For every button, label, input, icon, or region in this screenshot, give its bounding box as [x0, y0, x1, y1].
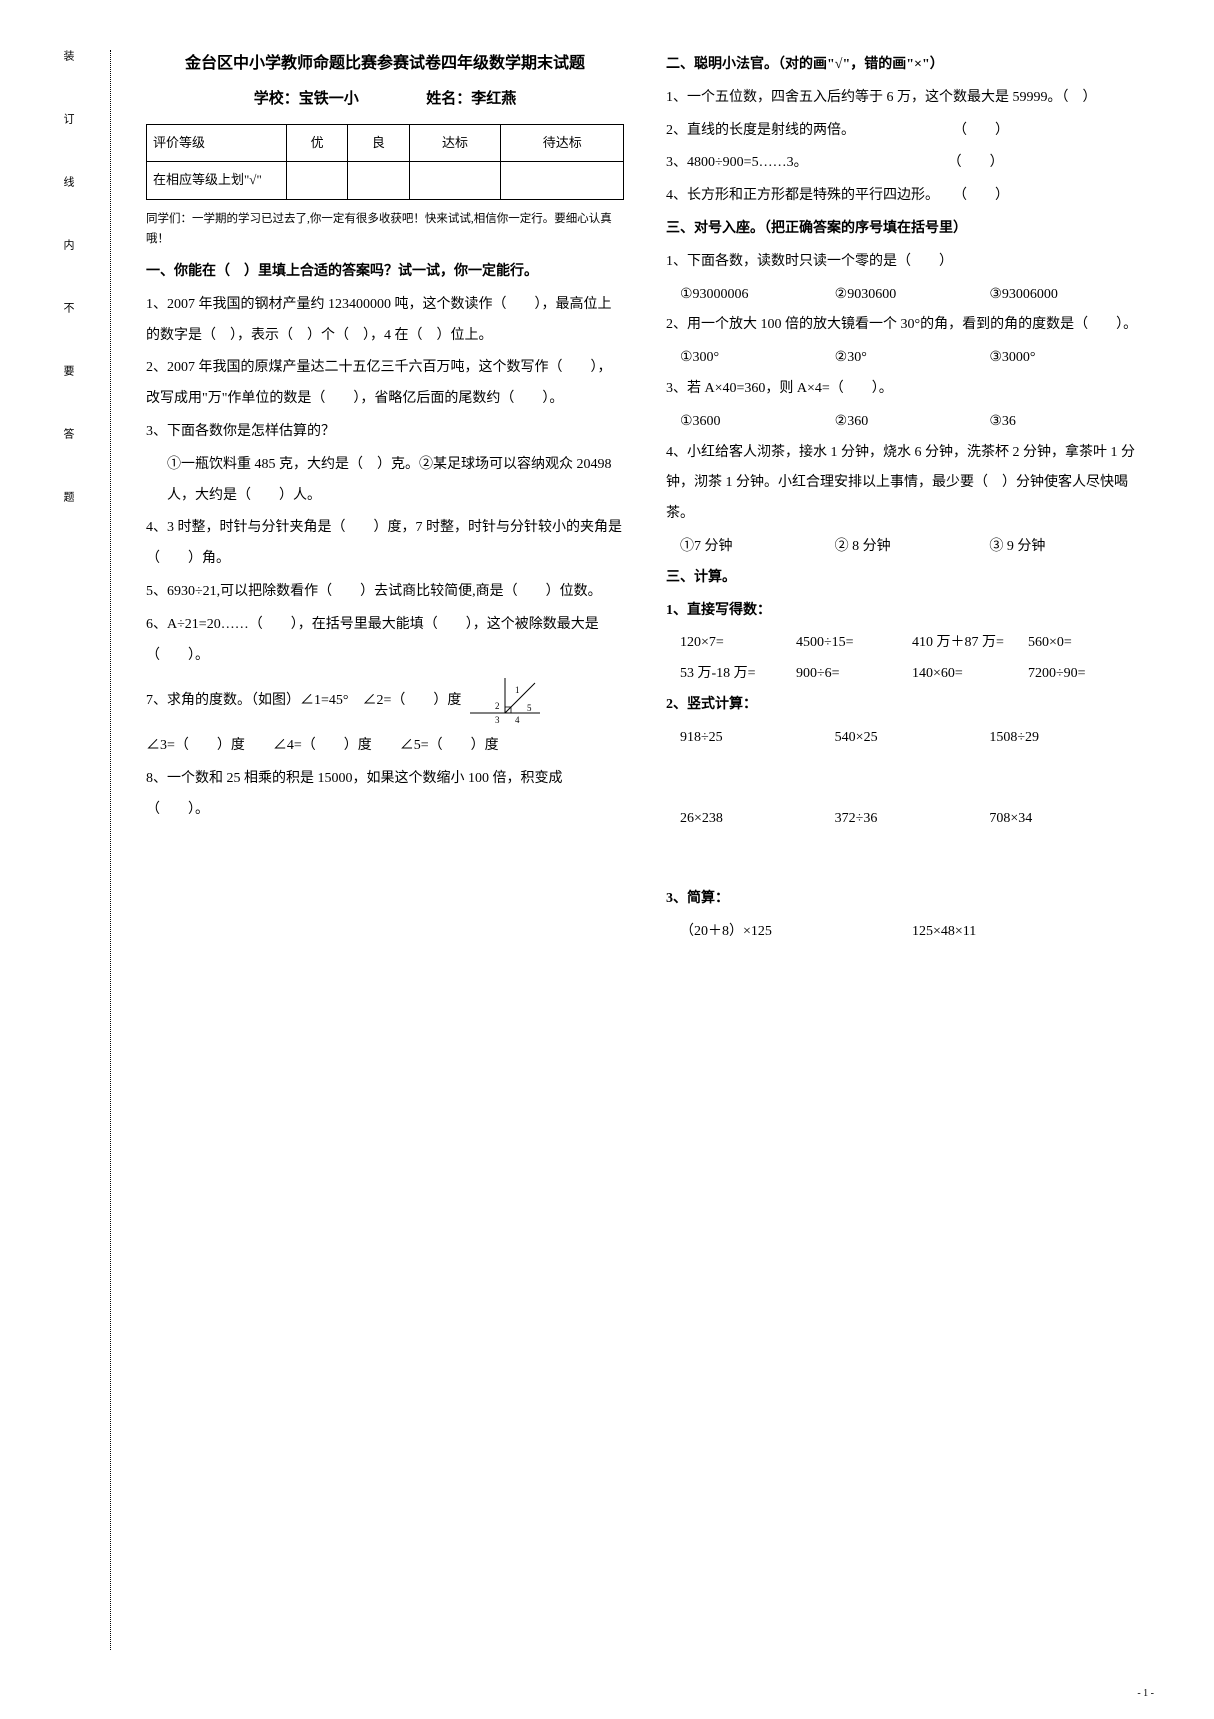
opt: ①93000006 — [680, 280, 835, 311]
svg-text:3: 3 — [495, 715, 500, 725]
calc: （20＋8）×125 — [680, 917, 912, 948]
calc: 7200÷90= — [1028, 659, 1144, 690]
judge-4: 4、长方形和正方形都是特殊的平行四边形。 （ ） — [666, 181, 1144, 212]
calc1-title: 1、直接写得数： — [666, 596, 1144, 627]
cell: 在相应等级上划"√" — [147, 162, 287, 200]
judge-1: 1、一个五位数，四舍五入后约等于 6 万，这个数最大是 59999。（ ） — [666, 83, 1144, 114]
calc: 4500÷15= — [796, 628, 912, 659]
calc: 26×238 — [680, 804, 835, 835]
opt: ③93006000 — [989, 280, 1144, 311]
section-calc-title: 三、计算。 — [666, 563, 1144, 594]
select-4-options: ①7 分钟 ② 8 分钟 ③ 9 分钟 — [666, 532, 1144, 563]
cell: 优 — [287, 124, 348, 162]
question-6: 6、A÷21=20……（ ），在括号里最大能填（ ），这个被除数最大是（ ）。 — [146, 610, 624, 672]
question-3-sub: ①一瓶饮料重 485 克，大约是（ ）克。②某足球场可以容纳观众 20498 人… — [146, 450, 624, 512]
question-7b: ∠3=（ ）度 ∠4=（ ）度 ∠5=（ ）度 — [146, 731, 624, 762]
exam-title: 金台区中小学教师命题比赛参赛试卷四年级数学期末试题 — [146, 50, 624, 79]
calc-row-1: 120×7= 4500÷15= 410 万＋87 万= 560×0= — [666, 628, 1144, 659]
svg-text:4: 4 — [515, 715, 520, 725]
cell: 待达标 — [501, 124, 624, 162]
select-1: 1、下面各数，读数时只读一个零的是（ ） — [666, 247, 1144, 278]
question-3: 3、下面各数你是怎样估算的？ — [146, 417, 624, 448]
vertical-row-2: 26×238 372÷36 708×34 — [666, 804, 1144, 835]
calc: 900÷6= — [796, 659, 912, 690]
intro-text: 同学们：一学期的学习已过去了,你一定有很多收获吧！快来试试,相信你一定行。要细心… — [146, 210, 624, 249]
calc: 560×0= — [1028, 628, 1144, 659]
opt: ③36 — [989, 407, 1144, 438]
right-column: 二、聪明小法官。（对的画"√"，错的画"×"） 1、一个五位数，四舍五入后约等于… — [650, 50, 1160, 1650]
calc3-title: 3、简算： — [666, 884, 1144, 915]
cell: 评价等级 — [147, 124, 287, 162]
opt: ③3000° — [989, 343, 1144, 374]
select-3: 3、若 A×40=360，则 A×4=（ ）。 — [666, 374, 1144, 405]
cell: 达标 — [409, 124, 501, 162]
angle-diagram: 1 2 3 4 5 — [465, 673, 543, 729]
select-1-options: ①93000006 ②9030600 ③93006000 — [666, 280, 1144, 311]
calc: 708×34 — [989, 804, 1144, 835]
calc: 53 万-18 万= — [680, 659, 796, 690]
select-3-options: ①3600 ②360 ③36 — [666, 407, 1144, 438]
opt: ①300° — [680, 343, 835, 374]
evaluation-table: 评价等级 优 良 达标 待达标 在相应等级上划"√" — [146, 124, 624, 200]
name-label: 姓名：李红燕 — [426, 91, 516, 107]
cell — [348, 162, 409, 200]
cell — [501, 162, 624, 200]
svg-text:2: 2 — [495, 701, 500, 711]
school-label: 学校：宝铁一小 — [254, 91, 359, 107]
question-8: 8、一个数和 25 相乘的积是 15000，如果这个数缩小 100 倍，积变成（… — [146, 764, 624, 826]
binding-margin: 装 订 线 内 不 要 答 题 — [60, 50, 100, 1650]
binding-text: 装 订 线 内 不 要 答 题 — [60, 50, 76, 512]
calc: 140×60= — [912, 659, 1028, 690]
calc: 372÷36 — [835, 804, 990, 835]
simplify-row: （20＋8）×125 125×48×11 — [666, 917, 1144, 948]
cell — [409, 162, 501, 200]
opt: ②30° — [835, 343, 990, 374]
opt: ②360 — [835, 407, 990, 438]
calc: 540×25 — [835, 723, 990, 754]
question-2: 2、2007 年我国的原煤产量达二十五亿三千六百万吨，这个数写作（ ），改写成用… — [146, 353, 624, 415]
question-1: 1、2007 年我国的钢材产量约 123400000 吨，这个数读作（ ），最高… — [146, 290, 624, 352]
question-7: 7、求角的度数。（如图）∠1=45° ∠2=（ ）度 1 2 3 4 5 — [146, 673, 624, 729]
calc: 410 万＋87 万= — [912, 628, 1028, 659]
left-column: 金台区中小学教师命题比赛参赛试卷四年级数学期末试题 学校：宝铁一小 姓名：李红燕… — [130, 50, 640, 1650]
judge-2: 2、直线的长度是射线的两倍。 （ ） — [666, 116, 1144, 147]
calc-row-2: 53 万-18 万= 900÷6= 140×60= 7200÷90= — [666, 659, 1144, 690]
section-3-title: 三、对号入座。（把正确答案的序号填在括号里） — [666, 214, 1144, 245]
question-7-text: 7、求角的度数。（如图）∠1=45° ∠2=（ ）度 — [146, 694, 461, 709]
opt: ② 8 分钟 — [835, 532, 990, 563]
section-2-title: 二、聪明小法官。（对的画"√"，错的画"×"） — [666, 50, 1144, 81]
opt: ①7 分钟 — [680, 532, 835, 563]
opt: ③ 9 分钟 — [989, 532, 1144, 563]
school-name-line: 学校：宝铁一小 姓名：李红燕 — [146, 83, 624, 116]
question-5: 5、6930÷21,可以把除数看作（ ）去试商比较简便,商是（ ）位数。 — [146, 577, 624, 608]
table-row: 在相应等级上划"√" — [147, 162, 624, 200]
cell — [287, 162, 348, 200]
exam-page: 装 订 线 内 不 要 答 题 金台区中小学教师命题比赛参赛试卷四年级数学期末试… — [60, 50, 1160, 1650]
select-2: 2、用一个放大 100 倍的放大镜看一个 30°的角，看到的角的度数是（ ）。 — [666, 310, 1144, 341]
question-4: 4、3 时整，时针与分针夹角是（ ）度，7 时整，时针与分针较小的夹角是（ ）角… — [146, 513, 624, 575]
opt: ①3600 — [680, 407, 835, 438]
section-1-title: 一、你能在（ ）里填上合适的答案吗？试一试，你一定能行。 — [146, 257, 624, 288]
calc: 125×48×11 — [912, 917, 1144, 948]
select-4: 4、小红给客人沏茶，接水 1 分钟，烧水 6 分钟，洗茶杯 2 分钟，拿茶叶 1… — [666, 438, 1144, 530]
svg-text:1: 1 — [515, 685, 520, 695]
select-2-options: ①300° ②30° ③3000° — [666, 343, 1144, 374]
vertical-row-1: 918÷25 540×25 1508÷29 — [666, 723, 1144, 754]
calc2-title: 2、竖式计算： — [666, 690, 1144, 721]
opt: ②9030600 — [835, 280, 990, 311]
table-row: 评价等级 优 良 达标 待达标 — [147, 124, 624, 162]
page-number: - 1 - — [1137, 1688, 1154, 1699]
svg-text:5: 5 — [527, 703, 532, 713]
dotted-fold-line — [110, 50, 111, 1650]
calc: 918÷25 — [680, 723, 835, 754]
cell: 良 — [348, 124, 409, 162]
calc: 1508÷29 — [989, 723, 1144, 754]
calc: 120×7= — [680, 628, 796, 659]
judge-3: 3、4800÷900=5……3。 （ ） — [666, 148, 1144, 179]
